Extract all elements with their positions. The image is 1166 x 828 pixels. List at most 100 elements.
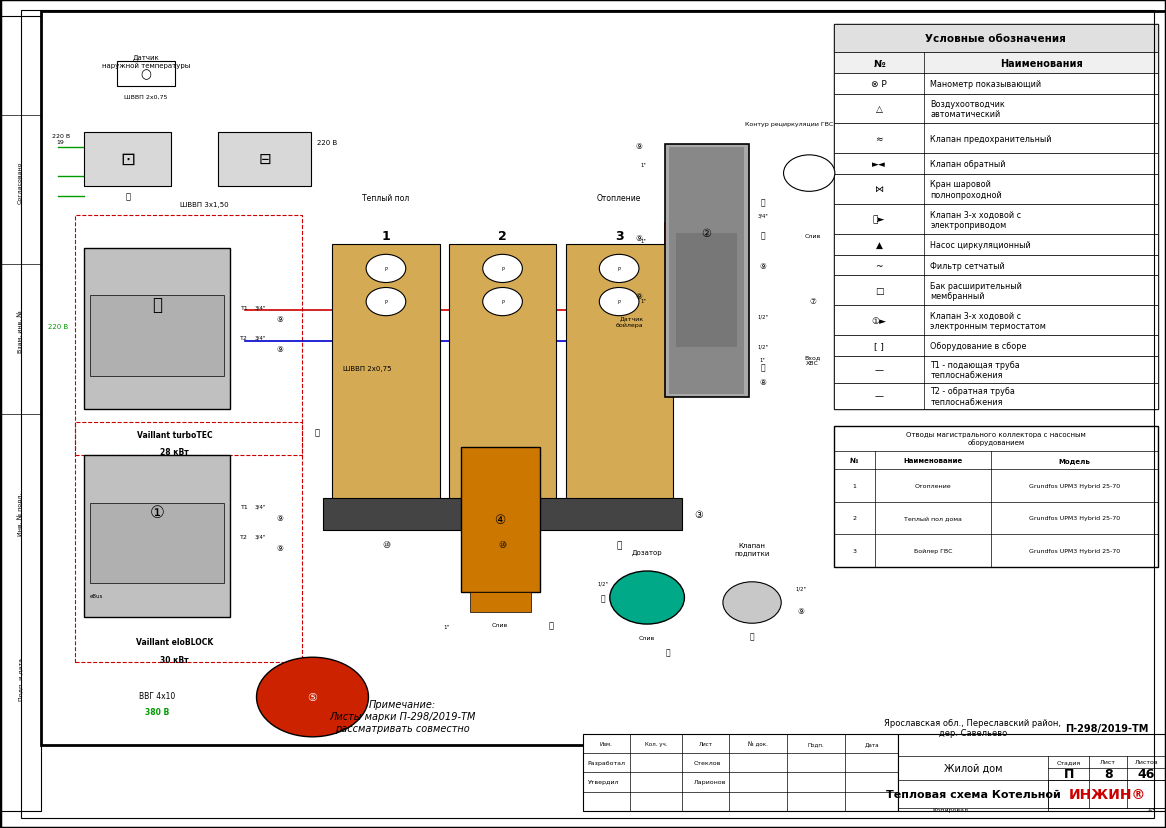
Text: Инв. № подл.: Инв. № подл. [17, 492, 23, 535]
Bar [898, 734, 1166, 811]
Bar [75, 215, 302, 455]
Text: Тепловая схема Котельной: Тепловая схема Котельной [885, 789, 1060, 799]
Text: Слив: Слив [805, 233, 821, 238]
Text: 3/4": 3/4" [254, 306, 266, 310]
Text: Слив: Слив [639, 635, 655, 640]
Text: ⑰: ⑰ [666, 647, 670, 656]
Text: 1": 1" [641, 238, 646, 243]
Text: Отопление: Отопление [597, 195, 641, 203]
Text: Оборудование в сборе: Оборудование в сборе [930, 342, 1026, 351]
Text: Стеклов: Стеклов [694, 760, 721, 766]
Bar [834, 154, 1158, 175]
Text: ►◄: ►◄ [872, 160, 886, 169]
Text: ⑧: ⑧ [759, 378, 766, 387]
Text: ⑬: ⑬ [760, 231, 765, 240]
Text: P: P [501, 267, 504, 272]
Text: ⑦: ⑦ [809, 297, 816, 306]
Text: ⑩: ⑩ [499, 541, 506, 549]
Bar [834, 235, 1158, 256]
Bar [834, 256, 1158, 276]
Bar [834, 205, 1158, 235]
Bar [332, 244, 440, 526]
Bar [90, 296, 224, 377]
Text: ⑭: ⑭ [600, 594, 605, 602]
Text: ○: ○ [140, 68, 152, 81]
Bar [583, 734, 898, 811]
Bar [834, 306, 1158, 336]
Text: 220 В: 220 В [317, 140, 337, 147]
Text: △: △ [876, 105, 883, 114]
Text: Бак расширительный
мембранный: Бак расширительный мембранный [930, 282, 1023, 301]
Text: ≈: ≈ [876, 135, 883, 144]
Text: Манометр показывающий: Манометр показывающий [930, 79, 1041, 89]
Bar [323, 498, 682, 530]
Bar [834, 426, 1158, 567]
Bar [470, 592, 531, 613]
Text: Ларионов: Ларионов [694, 779, 726, 785]
Text: ⑯: ⑯ [549, 621, 554, 629]
Text: 3/4": 3/4" [757, 213, 768, 218]
Text: Vaillant eloBLOCK: Vaillant eloBLOCK [135, 638, 213, 647]
Text: ①: ① [149, 503, 164, 521]
Text: ВВГ 4х10: ВВГ 4х10 [139, 691, 175, 700]
Text: Жилой дом: Жилой дом [943, 763, 1002, 773]
Bar [834, 53, 1158, 74]
Text: ⑨: ⑨ [276, 315, 283, 324]
Text: Фильтр сетчатый: Фильтр сетчатый [930, 262, 1005, 270]
Text: Т1 - подающая труба
теплоснабжения: Т1 - подающая труба теплоснабжения [930, 360, 1020, 379]
Bar [1048, 780, 1166, 808]
Text: 30 кВт: 30 кВт [160, 655, 189, 664]
Circle shape [366, 255, 406, 283]
Text: ⑩: ⑩ [382, 541, 389, 549]
Text: ⑲: ⑲ [152, 296, 162, 314]
Text: №: № [850, 457, 858, 464]
Bar [665, 145, 749, 397]
Bar [669, 148, 744, 394]
Text: Воздухоотводчик
автоматический: Воздухоотводчик автоматический [930, 99, 1005, 119]
Text: ⊡: ⊡ [120, 151, 135, 168]
Text: 220 В: 220 В [48, 324, 69, 330]
Text: Ярославская обл., Переславский район,
дер. Савельево: Ярославская обл., Переславский район, де… [884, 718, 1061, 738]
Text: ⑪: ⑪ [617, 541, 621, 549]
Bar [834, 25, 1158, 53]
Text: ⑫: ⑫ [760, 199, 765, 208]
Text: Согласовано: Согласовано [17, 161, 23, 204]
Text: ⑨: ⑨ [759, 262, 766, 271]
Text: ШВВП 2х0,75: ШВВП 2х0,75 [124, 94, 168, 99]
Bar [834, 357, 1158, 383]
Text: Датчик
бойлера: Датчик бойлера [616, 316, 644, 327]
Text: Бойлер ГВС: Бойлер ГВС [913, 548, 953, 553]
Text: Grundfos UPM3 Hybrid 25-70: Grundfos UPM3 Hybrid 25-70 [1028, 484, 1121, 489]
Text: 1: 1 [381, 229, 391, 243]
Text: 1": 1" [760, 358, 765, 363]
Text: 28 кВт: 28 кВт [160, 448, 189, 457]
Text: 380 В: 380 В [145, 708, 169, 716]
Bar [834, 336, 1158, 357]
Bar [218, 132, 311, 186]
Text: ⊗ P: ⊗ P [871, 79, 887, 89]
Text: T2: T2 [240, 335, 248, 340]
Text: Клапан 3-х ходовой с
электронным термостатом: Клапан 3-х ходовой с электронным термост… [930, 311, 1046, 330]
Text: Наименование: Наименование [904, 457, 962, 464]
Text: T1: T1 [240, 504, 248, 509]
Bar [834, 383, 1158, 410]
Text: Клапан обратный: Клапан обратный [930, 160, 1006, 169]
Bar [90, 503, 224, 584]
Bar [566, 244, 673, 526]
Bar [84, 132, 171, 186]
Text: 3/4": 3/4" [254, 335, 266, 340]
Text: ⑨: ⑨ [635, 142, 642, 151]
Text: 3/4": 3/4" [254, 534, 266, 539]
Text: □: □ [874, 286, 884, 296]
Text: П: П [1063, 768, 1074, 781]
Text: Лист: Лист [698, 741, 712, 747]
Bar [676, 234, 737, 348]
Circle shape [366, 288, 406, 316]
Text: 8: 8 [1104, 768, 1112, 781]
Text: Дата: Дата [864, 741, 879, 747]
Circle shape [599, 288, 639, 316]
Text: ⑪: ⑪ [315, 428, 319, 436]
Text: Стадия: Стадия [1056, 759, 1081, 764]
Text: А3: А3 [1147, 806, 1157, 811]
Text: 1/2": 1/2" [757, 344, 768, 349]
